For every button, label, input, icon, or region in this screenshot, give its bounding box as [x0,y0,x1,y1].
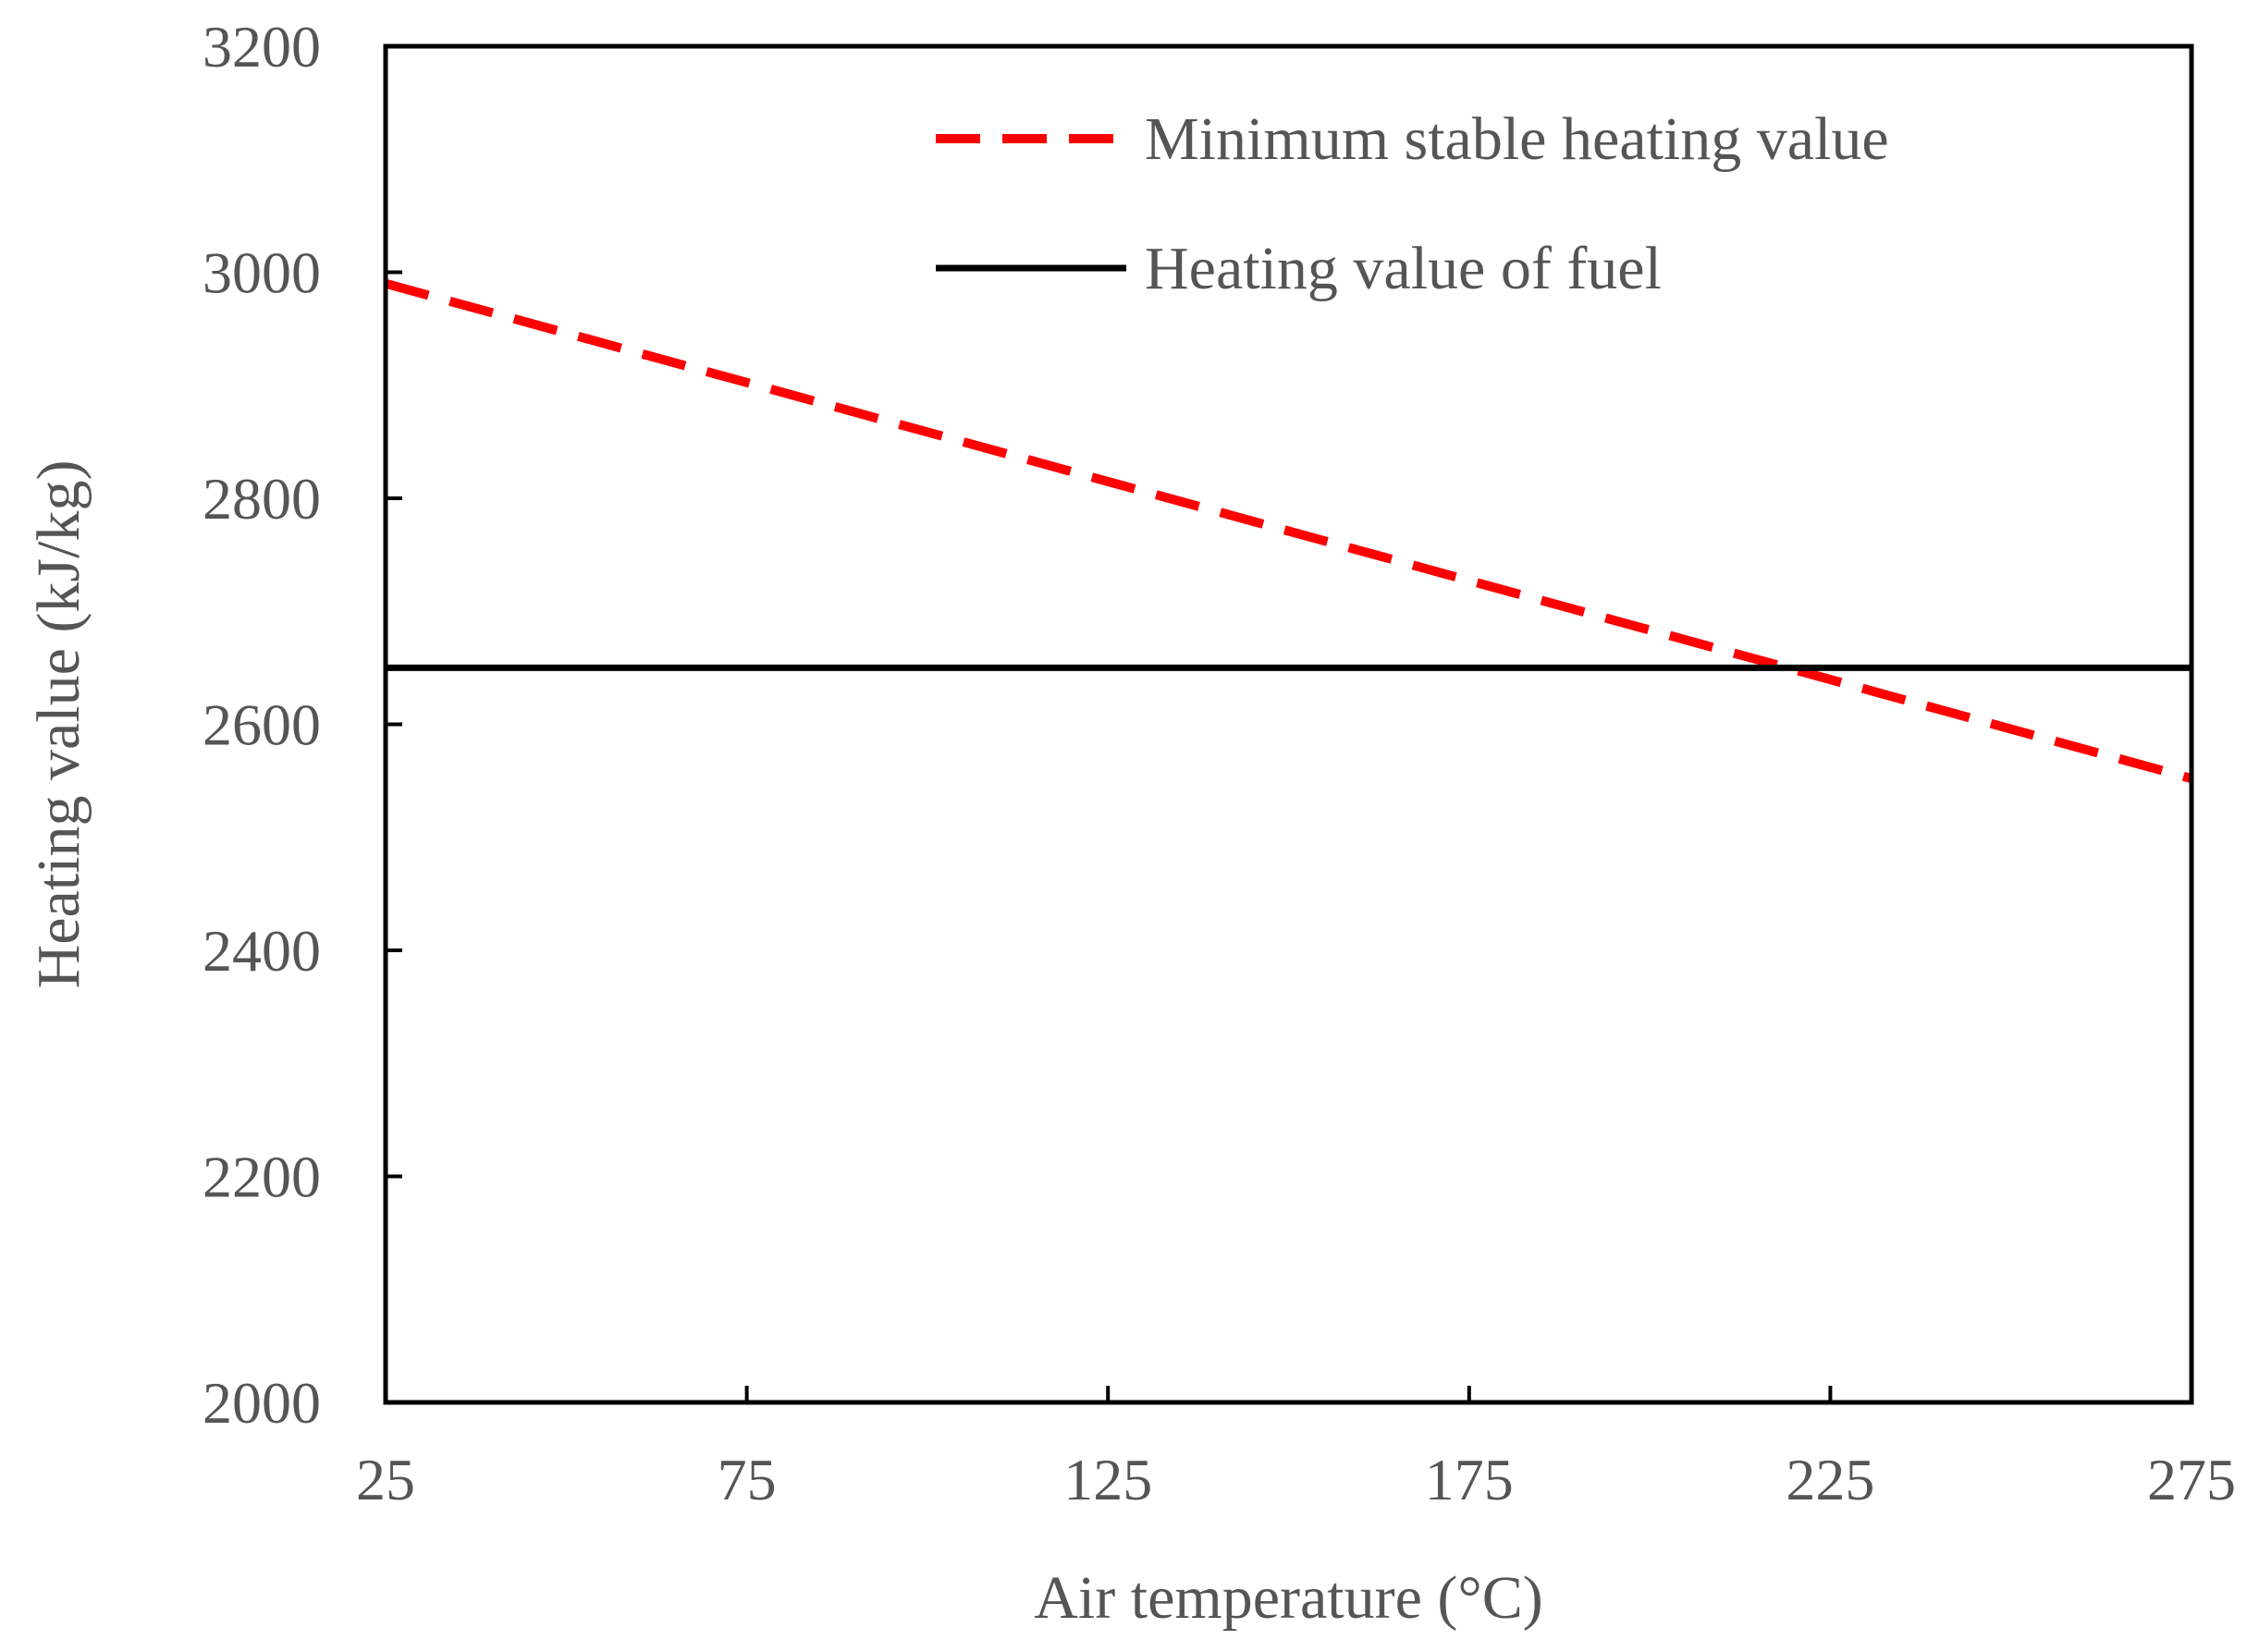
y-axis-title: Heating value (kJ/kg) [25,460,92,989]
legend: Minimum stable heating value Heating valu… [936,105,1889,302]
y-tick-label: 2800 [203,466,321,532]
x-axis-title: Air temperature (°C) [1034,1564,1543,1632]
y-tick-label: 2600 [203,692,321,758]
y-tick-label: 3000 [203,240,321,306]
x-tick-label: 275 [2147,1447,2236,1512]
legend-label: Heating value of fuel [1145,235,1662,302]
y-axis-ticks: 2000 2200 2400 2600 2800 3000 3200 [203,14,402,1436]
plot-lines [384,278,2193,784]
legend-label: Minimum stable heating value [1145,105,1889,173]
x-tick-label: 25 [356,1447,415,1512]
y-tick-label: 2000 [203,1370,321,1436]
y-tick-label: 3200 [203,14,321,80]
series-line-minimum-stable [384,278,2193,784]
y-tick-label: 2400 [203,918,321,984]
x-tick-label: 225 [1786,1447,1874,1512]
x-tick-label: 125 [1063,1447,1152,1512]
x-tick-label: 175 [1425,1447,1514,1512]
x-tick-label: 75 [718,1447,777,1512]
y-tick-label: 2200 [203,1144,321,1210]
x-axis-ticks: 25 75 125 175 225 275 [356,1386,2236,1512]
